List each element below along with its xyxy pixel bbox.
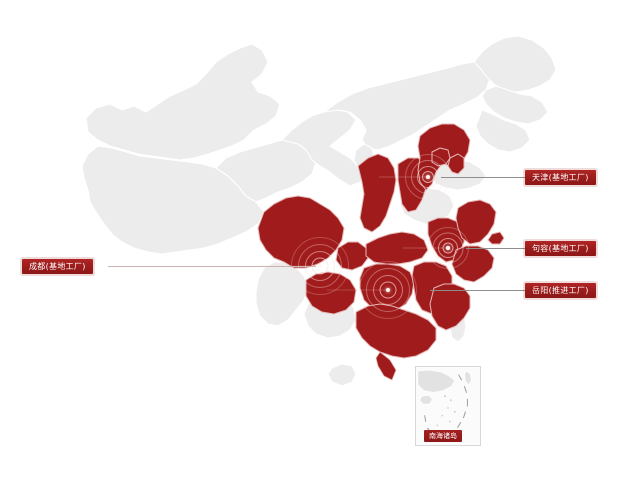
province-chongqing: [335, 241, 369, 271]
south-china-sea-inset: 南海诸岛: [415, 366, 481, 446]
callout-label-jurong[interactable]: 句容(基地工厂): [525, 241, 596, 256]
province-shanghai: [487, 231, 505, 245]
coast-tip: [375, 351, 397, 381]
callout-label-tianjin[interactable]: 天津(基地工厂): [525, 170, 596, 185]
province-jiangsu: [455, 199, 497, 245]
province-tibet: [81, 145, 265, 255]
callout-label-yueyang[interactable]: 岳阳(推进工厂): [525, 283, 596, 298]
leader-line-yueyang: [430, 290, 525, 291]
southeast-coast-tail: [375, 351, 397, 381]
callout-label-chengdu[interactable]: 成都(基地工厂): [22, 259, 93, 274]
leader-line-jurong: [466, 248, 525, 249]
inset-taiwan: [464, 370, 472, 386]
province-jilin: [481, 85, 549, 125]
province-zhejiang: [451, 245, 495, 283]
province-liaoning: [475, 109, 531, 153]
inactive-provinces: [81, 35, 557, 387]
province-guangdong: [355, 303, 437, 359]
province-yunnan: [255, 261, 309, 327]
inset-mainland: [417, 369, 456, 393]
province-sichuan: [257, 195, 345, 269]
province-inner-mongolia: [323, 61, 491, 151]
province-gansu: [281, 109, 367, 187]
active-provinces: [257, 123, 505, 359]
province-qinghai: [215, 135, 317, 203]
province-hainan: [327, 363, 357, 387]
province-beijing: [431, 147, 451, 167]
leader-line-tianjin: [441, 177, 525, 178]
province-xinjiang: [85, 43, 281, 161]
inset-label-south-china-sea: 南海诸岛: [424, 430, 462, 442]
province-tianjin: [447, 153, 465, 175]
province-shaanxi: [357, 153, 397, 233]
province-heilongjiang: [473, 35, 557, 93]
inset-hainan: [419, 395, 433, 405]
inset-island-dots: [436, 395, 456, 427]
province-fujian: [429, 283, 471, 331]
leader-line-chengdu: [108, 266, 316, 267]
province-hubei: [365, 231, 429, 265]
